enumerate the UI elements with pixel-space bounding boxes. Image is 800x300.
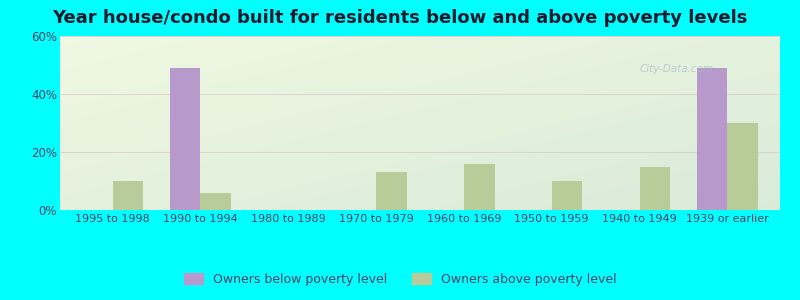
Legend: Owners below poverty level, Owners above poverty level: Owners below poverty level, Owners above… [179, 268, 621, 291]
Bar [170, 68, 201, 210]
Bar [376, 172, 407, 210]
Bar [113, 181, 143, 210]
Bar [552, 181, 582, 210]
Bar [727, 123, 758, 210]
Bar [639, 167, 670, 210]
Bar [697, 68, 727, 210]
Bar [201, 193, 231, 210]
Text: City-Data.com: City-Data.com [640, 64, 714, 74]
Bar [464, 164, 494, 210]
Text: Year house/condo built for residents below and above poverty levels: Year house/condo built for residents bel… [52, 9, 748, 27]
